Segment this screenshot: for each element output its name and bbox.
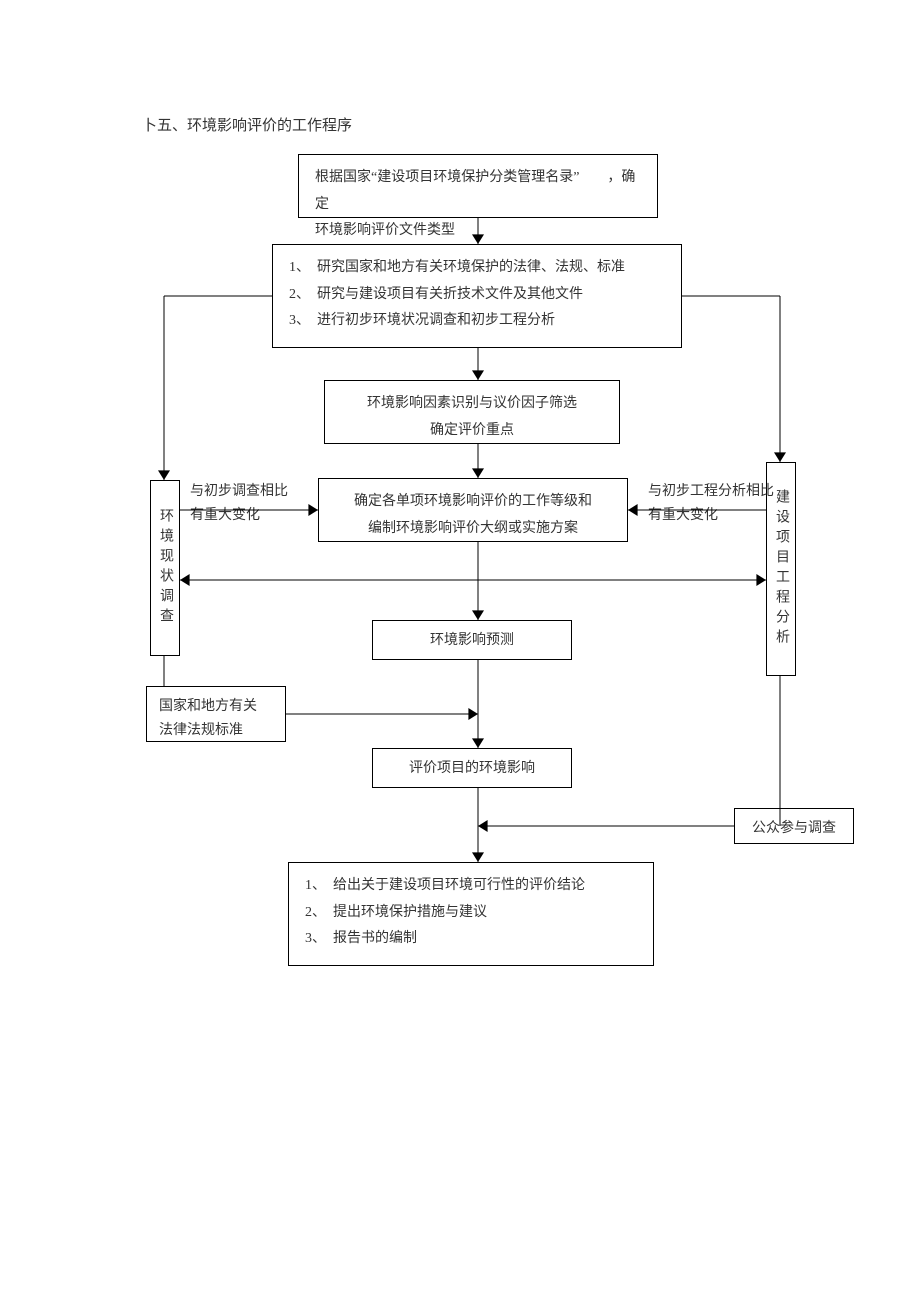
- text-line: 有重大变化: [190, 504, 288, 528]
- text-line: 法律法规标准: [159, 719, 273, 743]
- text-line: 与初步工程分析相比: [648, 480, 774, 504]
- text-line: 有重大变化: [648, 504, 774, 528]
- flow-node-prediction: 环境影响预测: [372, 620, 572, 660]
- flow-node-env-survey: 环境现状调查: [150, 480, 180, 656]
- text-line: 环境影响预测: [430, 633, 514, 648]
- text-line: 3、 进行初步环境状况调查和初步工程分析: [289, 308, 665, 335]
- text-line: 环境影响评价文件类型: [315, 218, 641, 245]
- text-line: 国家和地方有关: [159, 695, 273, 719]
- text-line: 2、 研究与建设项目有关折技术文件及其他文件: [289, 282, 665, 309]
- text-line: 确定评价重点: [341, 418, 603, 445]
- text-line: 根据国家“建设项目环境保护分类管理名录” ，确定: [315, 165, 641, 218]
- flow-node-law-standard: 国家和地方有关 法律法规标准: [146, 686, 286, 742]
- text-line: 环境现状调查: [155, 508, 175, 628]
- text-line: 公众参与调查: [752, 821, 836, 836]
- text-line: 与初步调查相比: [190, 480, 288, 504]
- flow-node-determine-doc-type: 根据国家“建设项目环境保护分类管理名录” ，确定 环境影响评价文件类型: [298, 154, 658, 218]
- text-line: 2、 提出环境保护措施与建议: [305, 900, 637, 927]
- edge-label-left-condition: 与初步调查相比 有重大变化: [190, 480, 288, 528]
- text-line: 编制环境影响评价大纲或实施方案: [335, 516, 611, 543]
- flow-node-work-level: 确定各单项环境影响评价的工作等级和 编制环境影响评价大纲或实施方案: [318, 478, 628, 542]
- text-line: 1、 研究国家和地方有关环境保护的法律、法规、标准: [289, 255, 665, 282]
- flow-node-evaluate-impact: 评价项目的环境影响: [372, 748, 572, 788]
- text-line: 建设项目工程分析: [771, 489, 791, 649]
- flow-node-conclusion: 1、 给出关于建设项目环境可行性的评价结论 2、 提出环境保护措施与建议 3、 …: [288, 862, 654, 966]
- text-line: 评价项目的环境影响: [409, 761, 535, 776]
- text-line: 1、 给出关于建设项目环境可行性的评价结论: [305, 873, 637, 900]
- text-line: 环境影响因素识别与议价因子筛选: [341, 391, 603, 418]
- page-title: 卜五、环境影响评价的工作程序: [142, 114, 352, 135]
- flow-node-factor-identify: 环境影响因素识别与议价因子筛选 确定评价重点: [324, 380, 620, 444]
- edge-label-right-condition: 与初步工程分析相比 有重大变化: [648, 480, 774, 528]
- flow-node-public-survey: 公众参与调查: [734, 808, 854, 844]
- text-line: 3、 报告书的编制: [305, 926, 637, 953]
- text-line: 确定各单项环境影响评价的工作等级和: [335, 489, 611, 516]
- flow-node-initial-study: 1、 研究国家和地方有关环境保护的法律、法规、标准 2、 研究与建设项目有关折技…: [272, 244, 682, 348]
